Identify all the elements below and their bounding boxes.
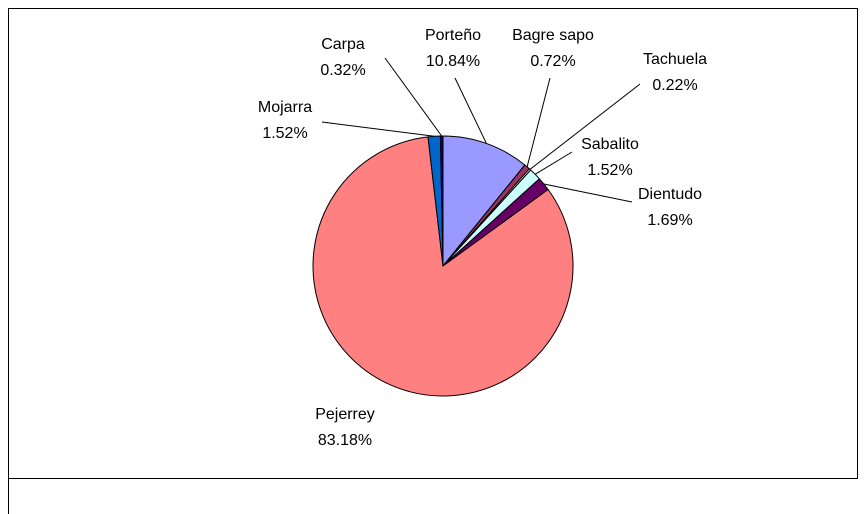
leader-line (454, 77, 487, 144)
leader-line (321, 121, 435, 137)
slice-label: Pejerrey (315, 406, 375, 423)
slice-value-label: 1.52% (262, 125, 307, 142)
leader-line (526, 77, 551, 168)
leader-line (543, 183, 633, 203)
slice-value-label: 1.69% (647, 212, 692, 229)
pie-slice (442, 135, 526, 268)
slice-label: Bagre sapo (512, 27, 594, 44)
slice-value-label: 0.72% (530, 53, 575, 70)
slice-label: Carpa (321, 36, 365, 53)
slice-label: Porteño (425, 27, 481, 44)
slice-label: Tachuela (643, 51, 707, 68)
leader-line (529, 83, 641, 170)
slice-value-label: 10.84% (426, 53, 480, 70)
slice-label: Dientudo (638, 186, 702, 203)
slice-value-label: 0.32% (320, 62, 365, 79)
slice-label: Sabalito (581, 136, 639, 153)
pie-slice (312, 136, 574, 397)
slice-value-label: 1.52% (587, 162, 632, 179)
slice-value-label: 83.18% (318, 432, 372, 449)
leader-line (534, 151, 573, 175)
slice-label: Mojarra (258, 99, 312, 116)
slice-value-label: 0.22% (652, 77, 697, 94)
pie-slice (439, 135, 444, 267)
leader-line (384, 57, 443, 137)
